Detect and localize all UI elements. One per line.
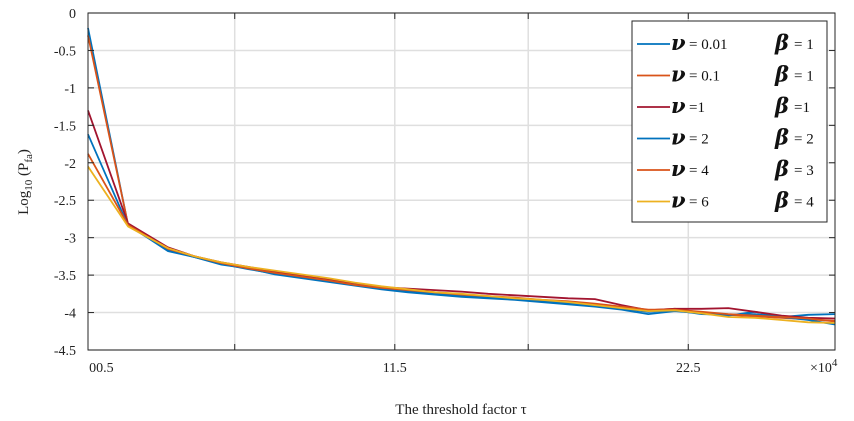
legend-nu-value: = 2 [689,132,709,148]
y-tick-label: -1.5 [54,119,76,134]
y-label-sub-10: 10 [23,179,35,191]
y-tick-label: -3 [64,232,76,247]
legend-entry: ν = 4 β = 3 [637,156,814,181]
y-label-p: (P [16,163,32,180]
legend-nu-value: = 6 [689,195,709,211]
legend-nu-symbol: ν [671,188,686,213]
legend-nu-symbol: ν [671,125,686,150]
legend-beta-symbol: β [774,62,789,87]
y-label-sub-fa: fa [23,154,35,163]
legend-beta-value: = 2 [794,132,814,148]
legend-beta-value: = 4 [794,195,814,211]
legend-nu-symbol: ν [671,93,686,118]
legend-beta-value: =1 [794,100,810,116]
x-multiplier-base: ×10 [810,361,832,376]
x-multiplier-exponent: 4 [832,357,838,369]
y-label-log: Log [16,190,32,215]
legend-beta-value: = 3 [794,163,814,179]
legend-entry: ν = 0.1 β = 1 [637,62,814,87]
legend-entry: ν = 6 β = 4 [637,188,814,213]
legend-entry: ν = 0.01 β = 1 [637,30,814,55]
legend-nu-symbol: ν [671,62,686,87]
x-tick-label: 00.5 [89,361,114,376]
y-tick-label: -4 [64,307,76,322]
x-tick-label: 22.5 [676,361,701,376]
x-axis-multiplier: ×104 [810,357,838,376]
series-line [87,166,836,324]
legend-beta-symbol: β [774,125,789,150]
y-tick-label: 0 [69,7,76,22]
y-tick-label: -0.5 [54,44,76,59]
legend-nu-symbol: ν [671,30,686,55]
legend-beta-symbol: β [774,30,789,55]
y-tick-label: -3.5 [54,269,76,284]
y-tick-label: -4.5 [54,344,76,359]
legend-entry: ν =1 β =1 [637,93,810,118]
x-axis-label: The threshold factor τ [395,402,526,418]
legend-beta-value: = 1 [794,37,814,53]
y-axis-ticks: 0 -0.5 -1 -1.5 -2 -2.5 -3 -3.5 -4 -4.5 [54,7,835,359]
legend-nu-value: =1 [689,100,705,116]
legend-beta-symbol: β [774,156,789,181]
x-axis-ticks: 00.5 11.5 22.5 [89,13,701,376]
y-tick-label: -2.5 [54,194,76,209]
legend-beta-symbol: β [774,188,789,213]
series-lines [87,27,836,326]
legend-nu-symbol: ν [671,156,686,181]
legend-box [631,20,828,223]
y-tick-label: -2 [64,157,76,172]
legend-beta-value: = 1 [794,69,814,85]
y-axis-label: Log10 (Pfa) [16,149,35,215]
legend-nu-value: = 0.1 [689,69,720,85]
legend-entry: ν = 2 β = 2 [637,125,814,150]
y-tick-label: -1 [64,82,76,97]
plot-frame [87,12,836,351]
legend-nu-value: = 0.01 [689,37,727,53]
legend-nu-value: = 4 [689,163,709,179]
y-label-close: ) [16,149,32,154]
legend-beta-symbol: β [774,93,789,118]
x-tick-label: 11.5 [383,361,407,376]
